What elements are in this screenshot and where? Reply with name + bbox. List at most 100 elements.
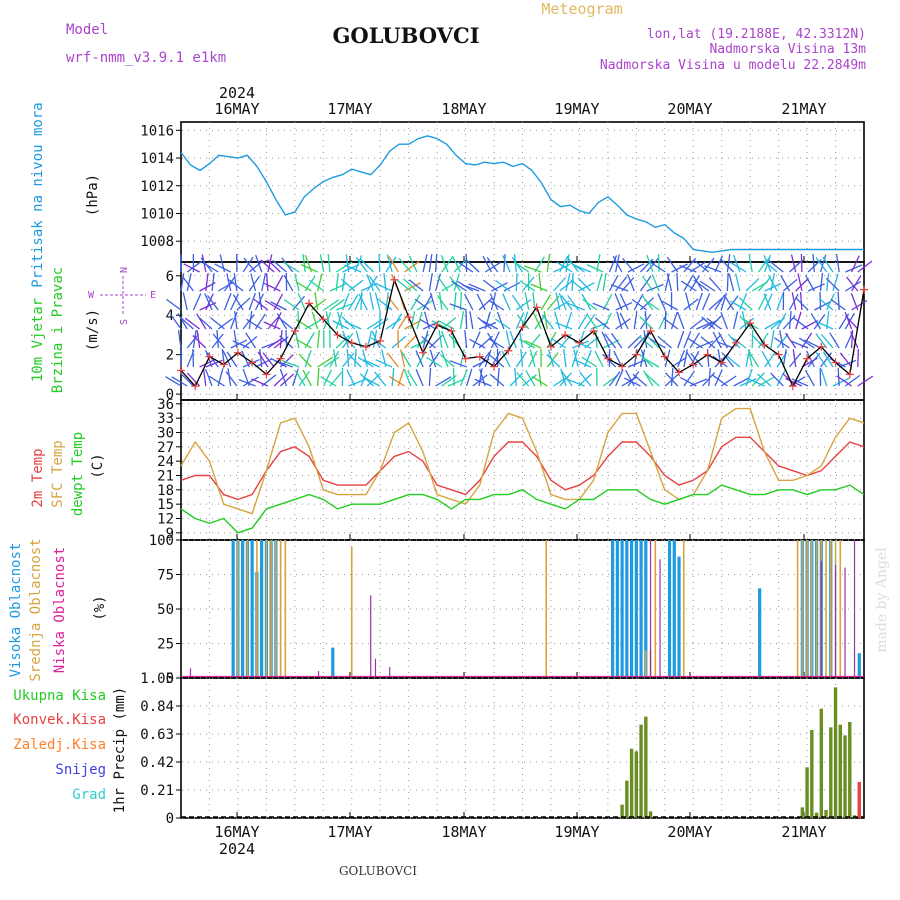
wind-marker: [205, 352, 214, 361]
wind-barb: [332, 349, 337, 368]
top-year-label: 2024: [219, 84, 255, 102]
cloud-bar: [256, 540, 258, 678]
wind-barb: [377, 298, 393, 311]
wind-barb: [720, 375, 737, 387]
wind-barb: [226, 351, 238, 368]
wind-barb: [316, 273, 323, 292]
cloud-bar: [820, 560, 822, 678]
wind-barb: [644, 311, 648, 330]
wind-barb: [295, 338, 312, 349]
wind-barb: [267, 254, 273, 273]
wind-barb: [410, 294, 421, 311]
wind-barb: [857, 348, 860, 368]
wind-barb: [494, 318, 511, 330]
wind-barb: [171, 376, 188, 387]
cloud-bar: [545, 540, 548, 678]
y-tick-label: 25: [157, 637, 174, 653]
wind-barb: [776, 312, 787, 330]
wind-barb: [327, 254, 331, 273]
wind-barb: [610, 284, 629, 292]
wind-marker: [191, 382, 200, 391]
wind-barb: [776, 292, 784, 311]
cloud-bar: [317, 671, 320, 678]
wind-marker: [803, 354, 812, 363]
wind-barb: [449, 360, 467, 368]
wind-barb: [248, 311, 253, 330]
wind-barb: [453, 292, 457, 311]
wind-barb: [264, 300, 281, 311]
wind-barb: [285, 329, 288, 349]
wind-marker: [632, 350, 641, 359]
wind-barb: [677, 330, 685, 349]
wind-marker: [248, 358, 257, 367]
wind-barb: [815, 333, 828, 349]
precip-label-2: Konvek.Kisa: [13, 712, 106, 728]
wind-barb: [627, 274, 635, 292]
wind-marker: [675, 368, 684, 377]
wind-barb: [169, 314, 182, 330]
model-elevation: Nadmorska Visina u modelu 22.2849m: [600, 58, 866, 73]
wind-barb: [541, 314, 555, 330]
wind-barb: [640, 258, 654, 273]
wind-barb: [436, 295, 449, 311]
wind-barb: [819, 273, 824, 292]
wind-barb: [553, 277, 567, 292]
wind-barb: [346, 349, 350, 368]
cloud-bar: [677, 556, 681, 678]
wind-barb: [624, 377, 641, 387]
y-tick-label: 4: [166, 308, 174, 324]
cloud-bar: [246, 540, 249, 678]
cloud-bar: [279, 540, 282, 678]
wind-marker: [760, 340, 769, 349]
y-tick-label: 0.42: [140, 755, 174, 771]
wind-barb: [714, 294, 726, 311]
wind-barb: [680, 376, 697, 387]
compass-n: N: [119, 267, 130, 273]
wind-barb: [438, 292, 443, 311]
wind-barb: [642, 370, 654, 387]
wind-barb: [217, 281, 235, 292]
wind-barb: [496, 311, 505, 330]
wind-marker: [305, 299, 314, 308]
wind-marker: [418, 348, 427, 357]
top-day-label: 16MAY: [214, 100, 259, 118]
wind-barb: [488, 338, 505, 349]
wind-barb: [696, 340, 714, 349]
cloud-label-3: Niska Oblacnost: [52, 547, 68, 673]
wind-barb: [440, 255, 449, 273]
wind-barb: [594, 317, 610, 330]
wind-barb: [283, 261, 300, 273]
wind-barb: [422, 254, 428, 273]
wind-barb: [435, 376, 452, 387]
wind-barb: [789, 259, 804, 273]
wind-marker: [774, 350, 783, 359]
wind-barb: [438, 330, 443, 349]
wind-barb: [451, 280, 467, 292]
wind-barb: [275, 360, 293, 368]
wind-barb: [341, 292, 350, 311]
wind-barb: [360, 258, 374, 273]
wind-barb: [515, 272, 518, 292]
wind-barb: [192, 293, 202, 311]
wind-barb: [241, 350, 250, 368]
cloud-bar: [634, 540, 638, 678]
wind-barb: [223, 276, 236, 292]
wind-barb: [465, 368, 473, 387]
precip-label-3: Zaledj.Kisa: [13, 737, 106, 753]
wind-barb: [608, 371, 621, 387]
top-day-labels: 16MAY 17MAY 18MAY 19MAY 20MAY 21MAY: [214, 100, 826, 118]
wind-marker: [390, 275, 399, 284]
bottom-year-label: 2024: [219, 840, 255, 858]
wind-barb: [780, 274, 791, 292]
wind-barb: [602, 353, 617, 368]
wind-barb: [228, 279, 244, 292]
wind-barb: [165, 376, 182, 387]
wind-barb: [482, 279, 499, 292]
wind-barb: [708, 277, 722, 292]
wind-barb: [818, 297, 834, 311]
wind-barb: [699, 280, 716, 292]
wind-barb: [332, 320, 349, 330]
wind-barb: [721, 352, 735, 368]
cloud-bar: [825, 540, 827, 678]
wind-barb: [559, 372, 573, 387]
